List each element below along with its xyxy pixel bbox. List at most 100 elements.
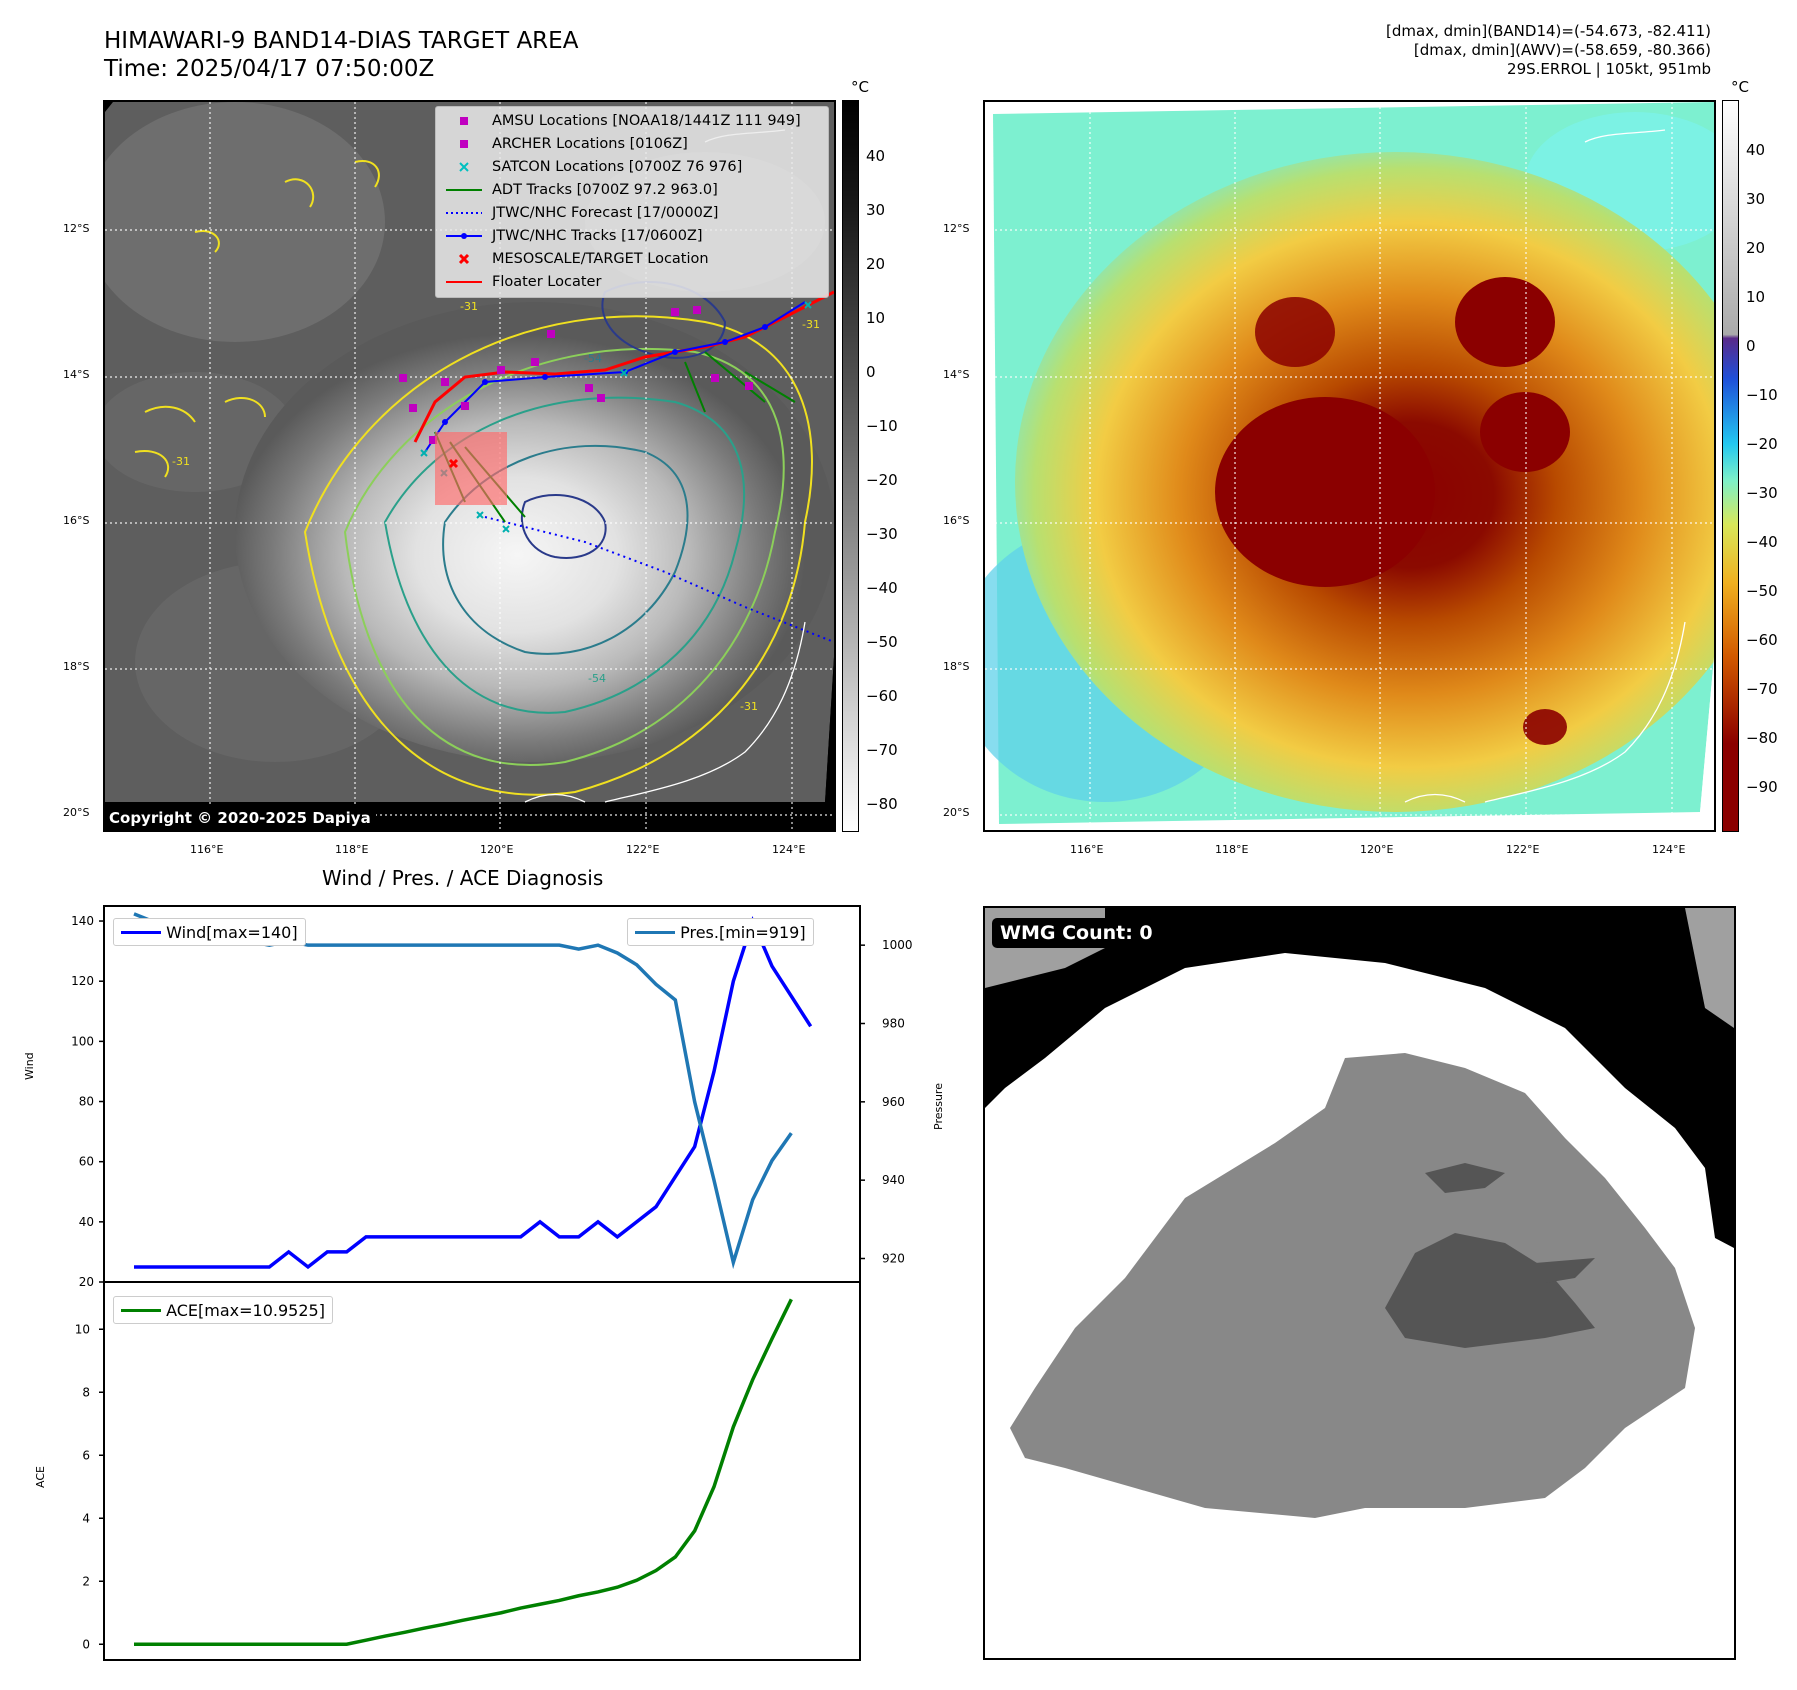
pressure-tick-label: 1000 (882, 938, 913, 952)
dotted-line-icon (444, 203, 484, 223)
colorbar-tick: 20 (866, 255, 886, 273)
wind-tick-label: 60 (79, 1155, 94, 1169)
wind-tick-label: 40 (79, 1215, 94, 1229)
lon-label: 122°E (626, 843, 660, 856)
square-marker-icon (444, 134, 484, 154)
colorbar-tick: 0 (1746, 337, 1756, 355)
ace-tick-label: 2 (82, 1574, 90, 1588)
colorbar-tick: −10 (1746, 386, 1778, 404)
wind-tick-label: 100 (71, 1034, 94, 1048)
contour-label: -31 (460, 300, 478, 313)
legend-entry: ADT Tracks [0700Z 97.2 963.0] (444, 180, 718, 202)
colorbar-tick: −70 (866, 741, 898, 759)
legend-entry: JTWC/NHC Tracks [17/0600Z] (444, 226, 703, 248)
colorbar-tick: −90 (1746, 778, 1778, 796)
lon-label: 122°E (1506, 843, 1540, 856)
colorbar-tick: −30 (1746, 484, 1778, 502)
contour-label: -31 (172, 455, 190, 468)
lat-label: 20°S (63, 806, 90, 819)
info-line-2: [dmax, dmin](AWV)=(-58.659, -80.366) (1413, 41, 1711, 59)
legend-entry: Floater Locater (444, 272, 601, 294)
ace-tick-label: 4 (82, 1511, 90, 1525)
lon-label: 118°E (335, 843, 369, 856)
ace-tick-label: 10 (75, 1322, 90, 1336)
lat-label: 12°S (63, 222, 90, 235)
wind-tick-label: 20 (79, 1275, 94, 1289)
colorbar-tick: 30 (866, 201, 886, 219)
wind-tick-label: 140 (71, 914, 94, 928)
contour-label: -54 (584, 352, 602, 365)
wind-tick-label: 120 (71, 974, 94, 988)
colorbar-tick: 30 (1746, 190, 1766, 208)
legend-entry: MESOSCALE/TARGET Location (444, 249, 709, 271)
lat-label: 20°S (943, 806, 970, 819)
line-icon (444, 180, 484, 200)
colorbar-tick: −60 (1746, 631, 1778, 649)
storm-info: [dmax, dmin](BAND14)=(-54.673, -82.411) … (1386, 22, 1711, 79)
lat-label: 16°S (943, 514, 970, 527)
pressure-tick-label: 980 (882, 1017, 905, 1031)
wmg-field (985, 908, 1734, 1518)
lat-label: 16°S (63, 514, 90, 527)
enhanced-colorbar (1722, 100, 1739, 832)
lat-label: 14°S (63, 368, 90, 381)
lon-label: 120°E (1360, 843, 1394, 856)
lon-label: 116°E (1070, 843, 1104, 856)
lat-label: 18°S (63, 660, 90, 673)
ace-panel-frame (103, 1281, 861, 1661)
chart-title: HIMAWARI-9 BAND14-DIAS TARGET AREA Time:… (104, 27, 578, 83)
ace-tick-label: 8 (82, 1385, 90, 1399)
wind-legend: Wind[max=140] (113, 918, 306, 946)
lon-label: 124°E (1652, 843, 1686, 856)
colorbar-tick: 40 (866, 147, 886, 165)
ace-tick-label: 6 (82, 1448, 90, 1462)
ir-colorbar (842, 100, 859, 832)
pressure-tick-label: 920 (882, 1252, 905, 1266)
colorbar-tick: −40 (1746, 533, 1778, 551)
legend-entry: ARCHER Locations [0106Z] (444, 134, 688, 156)
ace-tick-label: 0 (82, 1637, 90, 1651)
lon-label: 118°E (1215, 843, 1249, 856)
lon-label: 116°E (190, 843, 224, 856)
info-line-3: 29S.ERROL | 105kt, 951mb (1507, 60, 1711, 78)
colorbar-tick: −40 (866, 579, 898, 597)
contour-label: -31 (740, 700, 758, 713)
colorbar-tick: −20 (866, 471, 898, 489)
colorbar-unit: °C (1731, 78, 1749, 96)
diagnosis-title: Wind / Pres. / ACE Diagnosis (322, 866, 604, 890)
info-line-1: [dmax, dmin](BAND14)=(-54.673, -82.411) (1386, 22, 1711, 40)
colorbar-tick: −20 (1746, 435, 1778, 453)
wmg-panel (983, 906, 1736, 1660)
colorbar-tick: −80 (866, 795, 898, 813)
colorbar-tick: 40 (1746, 141, 1766, 159)
colorbar-tick: −10 (866, 417, 898, 435)
lon-label: 124°E (772, 843, 806, 856)
legend-entry: JTWC/NHC Forecast [17/0000Z] (444, 203, 718, 225)
wmg-count-badge: WMG Count: 0 (992, 918, 1161, 948)
pressure-legend: Pres.[min=919] (627, 918, 814, 946)
ace-legend: ACE[max=10.9525] (113, 1296, 333, 1324)
lat-label: 18°S (943, 660, 970, 673)
title-line-1: HIMAWARI-9 BAND14-DIAS TARGET AREA (104, 28, 579, 54)
square-marker-icon (444, 111, 484, 131)
lat-label: 14°S (943, 368, 970, 381)
colorbar-tick: −50 (1746, 582, 1778, 600)
line-dot-icon (444, 226, 484, 246)
ace-axis-label: ACE (34, 1466, 47, 1488)
enhanced-ir-imagery (985, 102, 1714, 830)
colorbar-tick: −60 (866, 687, 898, 705)
enhanced-ir-map (983, 100, 1716, 832)
x-marker-icon (444, 249, 484, 269)
colorbar-tick: −50 (866, 633, 898, 651)
ace-series-line (134, 1298, 793, 1646)
legend-entry: SATCON Locations [0700Z 76 976] (444, 157, 742, 179)
line-icon (444, 272, 484, 292)
legend-entry: AMSU Locations [NOAA18/1441Z 111 949] (444, 111, 801, 133)
wind-panel-frame (103, 905, 861, 1283)
target-area-box (435, 432, 507, 505)
pressure-tick-label: 940 (882, 1173, 905, 1187)
pressure-series-line (133, 912, 793, 1270)
colorbar-tick: −70 (1746, 680, 1778, 698)
wind-tick-label: 80 (79, 1095, 94, 1109)
wind-axis-label: Wind (23, 1052, 36, 1080)
